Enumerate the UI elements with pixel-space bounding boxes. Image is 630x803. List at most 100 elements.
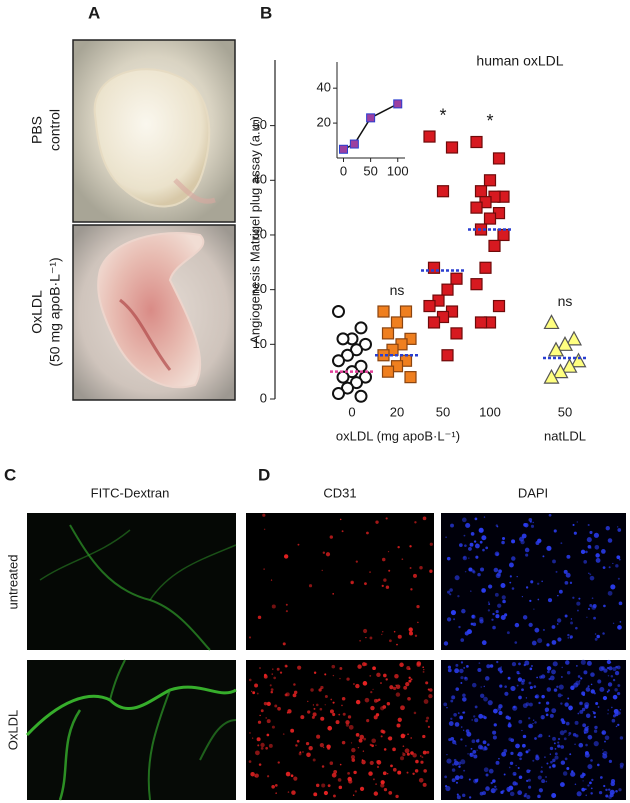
signal-dot (541, 779, 546, 784)
point (354, 321, 368, 335)
signal-dot (448, 738, 452, 742)
signal-dot (388, 790, 393, 795)
signal-dot (425, 681, 429, 685)
signal-dot (594, 544, 600, 550)
x-tick-label: 50 (436, 404, 450, 419)
signal-dot (522, 743, 526, 748)
signal-dot (468, 547, 472, 551)
signal-dot (528, 717, 531, 720)
signal-dot (446, 754, 448, 756)
signal-dot (607, 675, 610, 677)
signal-dot (351, 747, 356, 753)
signal-dot (612, 714, 616, 718)
signal-dot (589, 603, 593, 607)
signal-dot (460, 638, 465, 642)
signal-dot (392, 767, 397, 772)
signal-dot (326, 744, 331, 749)
signal-dot (471, 719, 474, 721)
signal-dot (487, 700, 493, 706)
signal-dot (332, 701, 335, 704)
signal-dot (590, 787, 593, 790)
signal-dot (560, 745, 565, 749)
signal-dot (475, 739, 480, 743)
signal-dot (490, 781, 493, 785)
signal-dot (357, 747, 360, 749)
signal-dot (475, 555, 479, 559)
signal-dot (352, 682, 355, 685)
signal-dot (568, 705, 573, 711)
signal-dot (519, 757, 522, 761)
signal-dot (553, 529, 557, 533)
inset-line (343, 103, 399, 150)
point (492, 152, 506, 165)
signal-dot (496, 660, 499, 664)
signal-dot (517, 672, 520, 675)
signal-dot (584, 752, 590, 758)
signal-dot (598, 666, 604, 672)
signal-dot (389, 685, 394, 690)
signal-dot (346, 677, 350, 681)
signal-dot (256, 692, 259, 695)
signal-dot (533, 685, 537, 688)
signal-dot (468, 567, 473, 572)
signal-dot (449, 588, 453, 592)
signal-dot (594, 725, 598, 730)
signal-dot (521, 680, 523, 683)
signal-dot (470, 532, 475, 536)
signal-dot (262, 513, 266, 517)
signal-dot (528, 681, 532, 685)
signal-dot (528, 769, 531, 772)
signal-dot (578, 597, 581, 600)
signal-dot (521, 595, 524, 598)
signal-dot (604, 740, 606, 743)
signal-dot (495, 573, 501, 579)
signal-dot (566, 671, 571, 675)
signal-dot (469, 542, 474, 547)
signal-dot (375, 713, 380, 717)
signal-dot (257, 615, 262, 620)
signal-dot (406, 752, 410, 756)
signal-dot (488, 768, 494, 774)
signal-dot (282, 642, 286, 646)
signal-dot (605, 788, 608, 792)
signal-dot (536, 676, 538, 679)
signal-dot (420, 760, 424, 764)
signal-dot (291, 790, 296, 795)
signal-dot (285, 665, 288, 668)
signal-dot (498, 569, 502, 574)
signal-dot (508, 562, 514, 568)
signal-dot (460, 738, 463, 741)
signal-dot (542, 555, 545, 558)
signal-dot (599, 776, 603, 779)
signal-dot (380, 729, 385, 734)
signal-dot (534, 737, 537, 740)
signal-dot (331, 664, 336, 669)
signal-dot (287, 791, 290, 793)
signal-dot (413, 711, 417, 715)
inset-point (339, 144, 349, 154)
signal-dot (586, 660, 592, 666)
signal-dot (553, 742, 556, 745)
signal-dot (551, 669, 556, 675)
signal-dot (546, 687, 552, 692)
signal-dot (375, 783, 378, 786)
signal-dot (387, 551, 390, 553)
signal-dot (342, 712, 346, 716)
signal-dot (557, 737, 561, 741)
signal-dot (617, 684, 621, 687)
signal-dot (482, 740, 487, 745)
signal-dot (419, 755, 422, 757)
signal-dot (552, 661, 558, 667)
signal-dot (464, 544, 467, 548)
signal-dot (607, 713, 609, 715)
signal-dot (533, 608, 535, 610)
signal-dot (477, 744, 483, 750)
signal-dot (573, 531, 577, 535)
signal-dot (315, 783, 320, 788)
signal-dot (593, 711, 596, 715)
signal-dot (611, 706, 613, 709)
signal-dot (602, 749, 604, 751)
chart-title: human oxLDL (476, 53, 563, 69)
signal-dot (470, 590, 472, 592)
signal-dot (395, 684, 401, 689)
